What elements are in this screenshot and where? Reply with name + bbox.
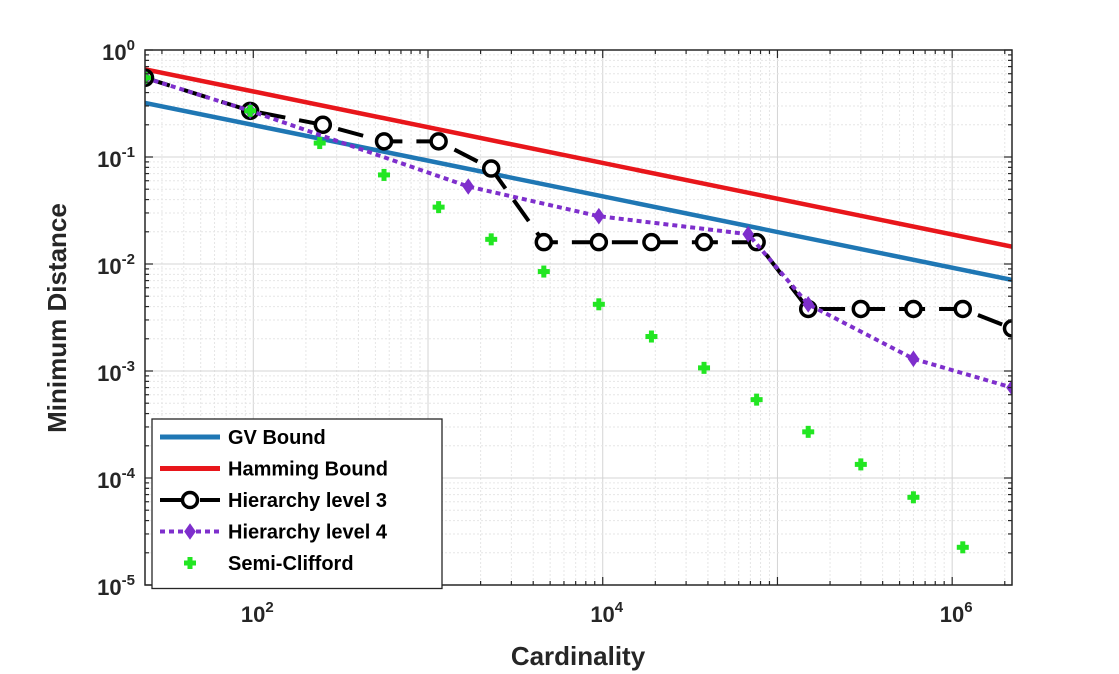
series-gv-bound [145,100,1012,283]
plus-marker [378,168,391,181]
diamond-marker [802,296,815,313]
x-tick-label: 102 [241,599,274,627]
circle-marker [374,132,394,151]
x-axis-label: Cardinality [511,641,646,671]
circle-marker [694,232,714,252]
legend-box [151,418,443,590]
y-tick-label: 10-1 [97,144,135,172]
y-tick-label: 10-2 [97,251,135,279]
circle-marker [904,299,923,319]
circle-marker [851,299,871,319]
legend-entry: Hierarchy level 3 [160,490,387,512]
axes-frame [144,49,1013,586]
plus-marker [750,393,763,406]
y-axis-label: Minimum Distance [42,203,72,433]
plus-marker [313,137,326,150]
y-tick-label: 10-3 [97,358,135,386]
plus-marker [698,361,711,374]
circle-marker [589,232,609,252]
diamond-marker [907,350,920,368]
x-axis-ticks: 102 104 106 [241,599,973,627]
circle-marker [642,232,661,252]
circle-marker [313,115,333,135]
plus-marker [907,491,920,504]
circle-marker [534,232,554,252]
circle-marker [481,159,501,178]
diamond-marker [462,178,475,195]
series-group [145,67,1012,554]
y-axis-ticks: 100 10-1 10-2 10-3 10-4 10-5 [97,37,135,600]
y-tick-label: 100 [102,37,135,65]
x-tick-label: 106 [940,599,973,627]
series-line [145,100,1012,283]
legend-label: Hamming Bound [228,459,388,481]
plus-marker [645,330,658,343]
series-semi-clifford [145,71,969,554]
circle-marker [953,299,973,319]
legend-label: Hierarchy level 3 [228,490,387,512]
legend-entry: GV Bound [160,427,326,449]
legend-entry: Hamming Bound [160,459,388,481]
diamond-marker [593,207,605,225]
plus-marker [537,265,550,278]
plus-marker [956,541,969,554]
legend-label: Hierarchy level 4 [228,522,388,544]
series-line [145,67,1012,249]
plus-marker [184,557,196,569]
y-tick-label: 10-5 [97,572,135,600]
plus-marker [854,458,867,471]
legend-label: Semi-Clifford [228,553,354,575]
diamond-marker [184,523,196,540]
legend-label: GV Bound [228,427,326,449]
circle-marker [180,490,200,510]
series-hamming-bound [145,67,1012,249]
x-tick-label: 104 [590,599,623,627]
plus-marker [145,71,151,84]
plus-marker [432,201,445,214]
y-tick-label: 10-4 [97,465,135,493]
plus-marker [485,233,498,246]
series-hierarchy-level-3 [145,68,1012,338]
legend-entry: Hierarchy level 4 [160,522,388,544]
series-line [145,75,1012,331]
plot-area [144,49,1013,586]
circle-marker [429,132,448,151]
diamond-marker [742,225,755,243]
plus-marker [244,104,257,117]
legend-entry: Semi-Clifford [184,553,354,575]
legend: GV Bound Hamming Bound Hierarchy level 3 Hi… [151,418,443,590]
plus-marker [802,425,815,438]
series-line [145,75,1012,390]
plus-marker [592,298,605,311]
circle-marker [1002,319,1012,338]
